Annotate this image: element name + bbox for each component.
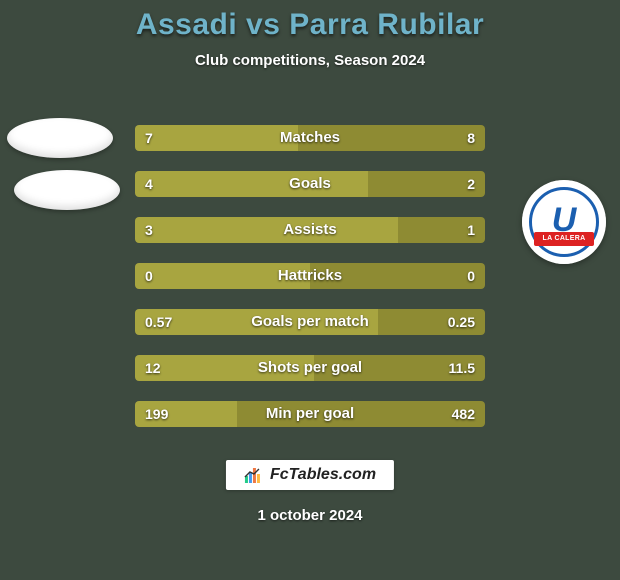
player-left-badge-1 (7, 118, 113, 158)
stat-bar-left (135, 171, 368, 197)
stat-bar-left (135, 263, 310, 289)
comparison-infographic: Assadi vs Parra Rubilar Club competition… (0, 0, 620, 580)
stat-bar-left (135, 401, 237, 427)
brand-badge: FcTables.com (226, 460, 394, 490)
player-left-badge-2 (14, 170, 120, 210)
stat-row: Assists31 (135, 217, 485, 243)
page-title: Assadi vs Parra Rubilar (0, 0, 620, 42)
stat-bar-right (314, 355, 485, 381)
footer-date: 1 october 2024 (0, 507, 620, 524)
crest-band-text: LA CALERA (534, 232, 594, 246)
stat-bar-right (398, 217, 486, 243)
stat-bar-right (310, 263, 485, 289)
stat-bar-left (135, 125, 298, 151)
brand-text: FcTables.com (270, 466, 376, 484)
bars-chart-icon (244, 466, 264, 484)
stat-row: Goals42 (135, 171, 485, 197)
stat-bar-right (298, 125, 485, 151)
player-right-crest: ★ ★ ★ U LA CALERA (522, 180, 606, 264)
stat-row: Shots per goal1211.5 (135, 355, 485, 381)
stat-bar-left (135, 355, 314, 381)
subtitle: Club competitions, Season 2024 (0, 52, 620, 69)
stat-bars: Matches78 Goals42 Assists31 Hattricks00 Goal… (135, 125, 485, 447)
stat-bar-left (135, 217, 398, 243)
stat-bar-right (368, 171, 485, 197)
stat-row: Matches78 (135, 125, 485, 151)
stat-row: Hattricks00 (135, 263, 485, 289)
stat-bar-right (237, 401, 485, 427)
stat-row: Min per goal199482 (135, 401, 485, 427)
stat-bar-right (378, 309, 485, 335)
stat-bar-left (135, 309, 378, 335)
stat-row: Goals per match0.570.25 (135, 309, 485, 335)
crest-shield-icon: U LA CALERA (529, 187, 599, 257)
